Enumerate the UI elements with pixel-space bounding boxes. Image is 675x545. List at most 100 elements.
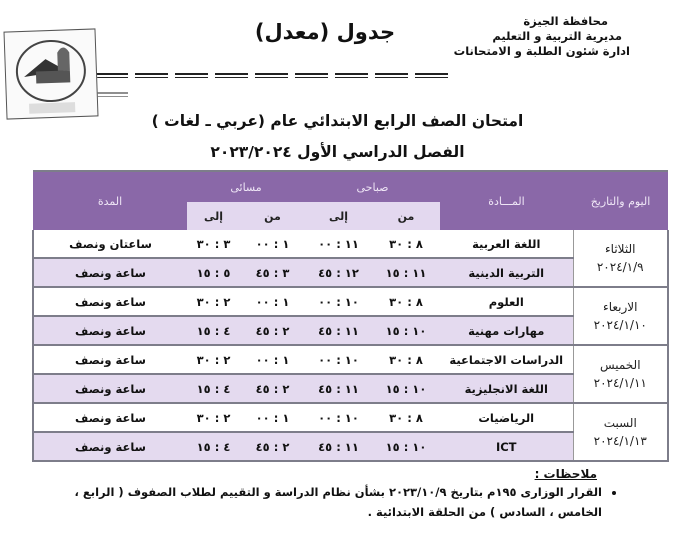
time-cell-e-to: ٥ : ١٥ (187, 258, 240, 288)
time-cell-m-from: ١٠ : ١٥ (372, 316, 440, 346)
time-value: ٥ : ١٥ (196, 265, 231, 280)
day-name: الثلاثاء (605, 242, 636, 256)
exam-schedule-table: اليوم والتاريخ المـــادة صباحى مسائى الم… (32, 170, 669, 462)
duration-cell: ساعة ونصف (32, 345, 187, 375)
day-date-cell: الخميس ٢٠٢٤/١/١١ (572, 345, 669, 404)
time-cell-m-from: ١٠ : ١٥ (372, 374, 440, 404)
org-line: ادارة شئون الطلبة و الامتحانات (453, 44, 630, 58)
duration-cell: ساعة ونصف (32, 374, 187, 404)
time-cell-m-from: ١٠ : ١٥ (372, 432, 440, 462)
time-cell-m-from: ٨ : ٣٠ (372, 287, 440, 317)
time-cell-e-to: ٣ : ٣٠ (187, 230, 240, 259)
time-cell-m-from: ٨ : ٣٠ (372, 345, 440, 375)
time-value: ٨ : ٣٠ (389, 352, 423, 367)
day-name: الخميس (599, 358, 641, 372)
divider (95, 73, 485, 97)
exam-date: ٢٠٢٤/١/١٣ (593, 434, 647, 448)
day-date-cell: السبت ٢٠٢٤/١/١٣ (572, 403, 669, 462)
time-cell-m-from: ١١ : ١٥ (372, 258, 440, 288)
header-evening-to: إلى (187, 202, 240, 230)
time-value: ٤ : ١٥ (196, 323, 231, 338)
time-value: ١ : ٠٠ (255, 410, 290, 425)
duration-cell: ساعة ونصف (32, 403, 187, 433)
time-value: ٤ : ١٥ (196, 439, 231, 454)
time-value: ٨ : ٣٠ (389, 410, 423, 425)
header-morning-from: من (372, 202, 440, 230)
time-cell-e-to: ٤ : ١٥ (187, 374, 240, 404)
header-day-date: اليوم والتاريخ (573, 171, 668, 230)
time-cell-e-to: ٤ : ١٥ (187, 432, 240, 462)
time-value: ١ : ٠٠ (255, 352, 290, 367)
table-row: ICT ١٠ : ١٥ ١١ : ٤٥ ٢ : ٤٥ ٤ : ١٥ ساعة ونصف (32, 432, 668, 462)
table-row: مهارات مهنية ١٠ : ١٥ ١١ : ٤٥ ٢ : ٤٥ ٤ : ١٥ سا… (32, 316, 668, 346)
time-value: ٢ : ٤٥ (255, 381, 290, 396)
exam-date: ٢٠٢٤/١/١٠ (593, 318, 647, 332)
day-name: الاربعاء (603, 300, 638, 314)
time-cell-e-to: ٢ : ٣٠ (187, 287, 240, 317)
time-value: ٢ : ٣٠ (196, 352, 231, 367)
time-value: ١٠ : ١٥ (385, 439, 427, 454)
subject-cell: مهارات مهنية (440, 316, 573, 346)
semester-title: الفصل الدراسي الأول ٢٠٢٣/٢٠٢٤ (210, 143, 465, 161)
time-cell-e-from: ١ : ٠٠ (240, 230, 305, 259)
time-cell-e-from: ١ : ٠٠ (240, 345, 305, 375)
time-cell-m-from: ٨ : ٣٠ (372, 230, 440, 259)
header-subject: المـــادة (440, 171, 573, 230)
subject-cell: اللغة العربية (440, 230, 573, 259)
time-value: ٣ : ٤٥ (255, 265, 290, 280)
subject-cell: العلوم (440, 287, 573, 317)
table-row: الثلاثاء ٢٠٢٤/١/٩ اللغة العربية ٨ : ٣٠ ١١ : … (32, 230, 669, 288)
time-value: ٨ : ٣٠ (389, 294, 423, 309)
table-row: السبت ٢٠٢٤/١/١٣ الرياضيات ٨ : ٣٠ ١٠ : ٠٠ ١ : … (32, 403, 669, 462)
time-cell-m-to: ١٠ : ٠٠ (305, 287, 372, 317)
time-value: ٣ : ٣٠ (196, 236, 231, 251)
time-cell-m-from: ٨ : ٣٠ (372, 403, 440, 433)
note-item: القرار الوزارى ١٩٥م بتاريخ ٢٠٢٣/١٠/٩ بشأ… (30, 482, 602, 522)
time-cell-e-from: ٢ : ٤٥ (240, 432, 305, 462)
organization-header: محافظة الجيزة مديرية التربية و التعليم ا… (454, 14, 630, 59)
exam-date: ٢٠٢٤/١/١١ (593, 376, 647, 390)
time-cell-m-to: ١٠ : ٠٠ (305, 403, 372, 433)
subject-cell: الرياضيات (440, 403, 573, 433)
table-row: اللغة الانجليزية ١٠ : ١٥ ١١ : ٤٥ ٢ : ٤٥ ٤ : … (32, 374, 668, 404)
document-title: جدول (معدل) (254, 20, 396, 44)
duration-cell: ساعتان ونصف (32, 230, 187, 259)
time-cell-m-to: ١١ : ٠٠ (305, 230, 372, 259)
time-cell-e-from: ١ : ٠٠ (240, 287, 305, 317)
time-value: ١١ : ٤٥ (318, 381, 359, 396)
table-row: الاربعاء ٢٠٢٤/١/١٠ العلوم ٨ : ٣٠ ١٠ : ٠٠ ١ : … (32, 287, 669, 346)
time-cell-m-to: ١١ : ٤٥ (305, 432, 372, 462)
day-date-cell: الثلاثاء ٢٠٢٤/١/٩ (572, 230, 669, 288)
time-value: ٢ : ٤٥ (255, 323, 290, 338)
time-cell-e-from: ٢ : ٤٥ (240, 316, 305, 346)
time-cell-m-to: ١٠ : ٠٠ (305, 345, 372, 375)
time-value: ٢ : ٤٥ (255, 439, 290, 454)
time-value: ١١ : ٤٥ (318, 323, 359, 338)
time-value: ١٠ : ٠٠ (318, 294, 359, 309)
header-evening-from: من (240, 202, 305, 230)
duration-cell: ساعة ونصف (32, 432, 187, 462)
time-cell-e-from: ٣ : ٤٥ (240, 258, 305, 288)
time-cell-e-to: ٢ : ٣٠ (187, 345, 240, 375)
header-morning-to: إلى (305, 202, 372, 230)
time-value: ١ : ٠٠ (255, 294, 290, 309)
time-value: ١١ : ٤٥ (318, 439, 359, 454)
time-cell-e-to: ٤ : ١٥ (187, 316, 240, 346)
subject-cell: ICT (440, 432, 573, 462)
time-value: ١١ : ١٥ (385, 265, 427, 280)
notes: القرار الوزارى ١٩٥م بتاريخ ٢٠٢٣/١٠/٩ بشأ… (30, 482, 620, 522)
table-row: الخميس ٢٠٢٤/١/١١ الدراسات الاجتماعية ٨ : ٣٠… (32, 345, 669, 404)
time-cell-e-to: ٢ : ٣٠ (187, 403, 240, 433)
time-value: ١٠ : ١٥ (385, 323, 427, 338)
subject-cell: اللغة الانجليزية (440, 374, 573, 404)
notes-title: ملاحظات : (534, 467, 597, 481)
time-value: ٤ : ١٥ (196, 381, 231, 396)
time-cell-e-from: ٢ : ٤٥ (240, 374, 305, 404)
duration-cell: ساعة ونصف (32, 258, 187, 288)
time-value: ١٠ : ٠٠ (318, 410, 359, 425)
duration-cell: ساعة ونصف (32, 316, 187, 346)
duration-cell: ساعة ونصف (32, 287, 187, 317)
exam-date: ٢٠٢٤/١/٩ (596, 260, 644, 274)
time-cell-m-to: ١١ : ٤٥ (305, 374, 372, 404)
header-evening: مسائى (187, 171, 305, 202)
